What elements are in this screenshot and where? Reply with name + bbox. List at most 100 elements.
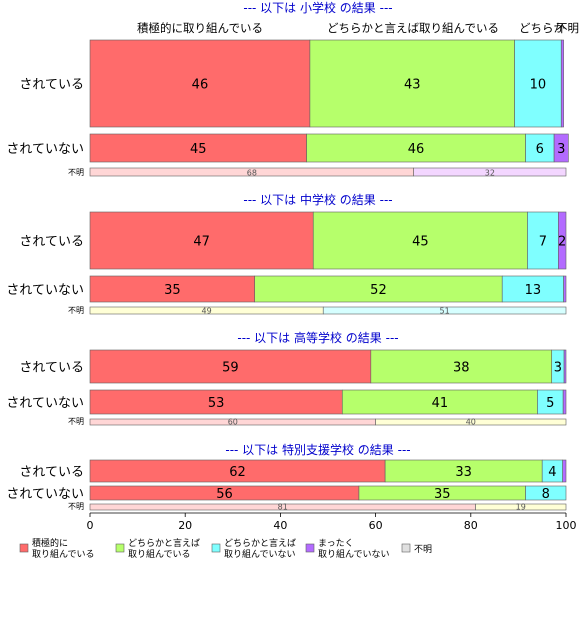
unknown-row-label: 不明 <box>68 502 84 511</box>
legend-swatch <box>211 543 221 553</box>
data-label: 52 <box>370 283 387 298</box>
unknown-label: 60 <box>228 418 238 427</box>
data-label: 56 <box>216 487 233 502</box>
bar-segment <box>254 275 503 303</box>
bar-segment <box>527 211 559 270</box>
bar-segment <box>501 275 564 303</box>
legend-label: 取り組んでいる <box>32 548 95 560</box>
data-label: 3 <box>554 361 562 376</box>
bar-segment <box>562 389 567 415</box>
x-tick-label: 0 <box>87 519 94 532</box>
legend-label: どちらかと言えば <box>128 537 200 549</box>
bar-segment <box>341 389 538 415</box>
data-label: 4 <box>548 465 556 480</box>
bar-segment <box>558 211 567 270</box>
row-label: されている <box>19 465 84 480</box>
unknown-segment <box>475 503 567 511</box>
bar-segment <box>560 39 564 128</box>
legend-swatch <box>115 543 125 553</box>
unknown-segment <box>322 306 567 315</box>
data-label: 47 <box>193 235 210 250</box>
bar-segment <box>563 275 567 303</box>
panel-title: --- 以下は 小学校 の結果 --- <box>243 0 392 15</box>
legend-label: 取り組んでいない <box>224 548 296 560</box>
bar-segment <box>89 211 314 270</box>
bar-segment <box>553 133 569 163</box>
top-label-0: 積極的に取り組んでいる <box>137 21 263 35</box>
unknown-row-label: 不明 <box>68 168 84 177</box>
data-label: 45 <box>412 235 429 250</box>
data-label: 43 <box>404 78 421 93</box>
data-label: 6 <box>536 142 544 157</box>
data-label: 46 <box>408 142 425 157</box>
unknown-label: 40 <box>466 418 476 427</box>
legend-swatch <box>305 543 315 553</box>
unknown-label: 68 <box>247 169 257 178</box>
data-label: 13 <box>525 283 542 298</box>
unknown-row-label: 不明 <box>68 417 84 426</box>
x-tick-label: 20 <box>178 519 192 532</box>
x-tick-label: 100 <box>556 519 577 532</box>
data-label: 62 <box>229 465 246 480</box>
bar-segment <box>89 275 255 303</box>
data-label: 41 <box>432 396 449 411</box>
bar-segment <box>563 349 567 384</box>
data-label: 5 <box>546 396 554 411</box>
unknown-row-label: 不明 <box>68 306 84 315</box>
data-label: 45 <box>190 142 207 157</box>
top-label-1: どちらかと言えば取り組んでいる <box>327 21 499 35</box>
legend-label: 積極的に <box>32 537 68 549</box>
legend-label: 不明 <box>414 544 432 555</box>
bar-segment <box>525 133 555 163</box>
data-label: 35 <box>434 487 451 502</box>
row-label: されていない <box>6 396 84 411</box>
unknown-label: 19 <box>516 503 526 512</box>
row-label: されている <box>19 78 84 93</box>
unknown-label: 81 <box>278 503 288 512</box>
row-label: されていない <box>6 142 84 157</box>
panel-title: --- 以下は 高等学校 の結果 --- <box>237 330 398 345</box>
x-tick-label: 60 <box>369 519 383 532</box>
legend-label: まったく <box>318 538 354 549</box>
data-label: 7 <box>539 235 547 250</box>
top-label-3: 不明 <box>556 21 579 35</box>
data-label: 2 <box>558 235 566 250</box>
legend-label: 取り組んでいない <box>318 548 390 560</box>
legend-swatch <box>19 543 29 553</box>
top-label-2: どちらか <box>519 21 565 35</box>
x-tick-label: 80 <box>464 519 478 532</box>
panel-title: --- 以下は 中学校 の結果 --- <box>243 192 392 207</box>
data-label: 10 <box>530 78 547 93</box>
legend-label: どちらかと言えば <box>224 537 296 549</box>
data-label: 8 <box>542 487 550 502</box>
bar-segment <box>312 211 528 270</box>
legend-label: 取り組んでいる <box>128 548 191 560</box>
row-label: されている <box>19 235 84 250</box>
bar-segment <box>306 133 526 163</box>
bar-segment <box>525 485 567 501</box>
data-label: 46 <box>192 78 209 93</box>
x-tick-label: 40 <box>273 519 287 532</box>
unknown-segment <box>375 418 567 426</box>
panel-title: --- 以下は 特別支援学校 の結果 --- <box>225 442 410 457</box>
row-label: されていない <box>6 487 84 502</box>
data-label: 53 <box>208 396 225 411</box>
unknown-label: 51 <box>440 307 450 316</box>
unknown-label: 32 <box>485 169 495 178</box>
bar-segment <box>89 349 372 384</box>
unknown-label: 49 <box>202 307 212 316</box>
bar-segment <box>562 459 567 483</box>
row-label: されていない <box>6 283 84 298</box>
data-label: 33 <box>455 465 472 480</box>
bar-segment <box>89 389 343 415</box>
data-label: 38 <box>453 361 470 376</box>
bar-segment <box>370 349 553 384</box>
unknown-segment <box>413 167 567 177</box>
data-label: 35 <box>164 283 181 298</box>
bar-segment <box>309 39 515 128</box>
row-label: されている <box>19 361 84 376</box>
data-label: 59 <box>222 361 239 376</box>
data-label: 3 <box>557 142 565 157</box>
legend-swatch <box>401 543 411 553</box>
